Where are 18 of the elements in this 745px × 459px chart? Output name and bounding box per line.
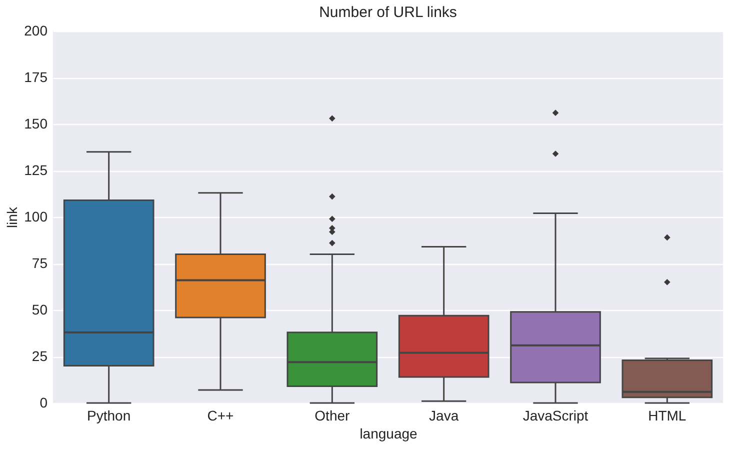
y-tick-label: 125 — [24, 162, 48, 178]
y-tick-label: 100 — [24, 208, 48, 224]
chart-title: Number of URL links — [319, 4, 457, 21]
x-tick-label: Python — [87, 408, 131, 424]
y-tick-label: 75 — [32, 255, 48, 271]
x-axis-title: language — [360, 426, 418, 442]
x-tick-label: HTML — [648, 408, 686, 424]
y-tick-label: 25 — [32, 348, 48, 364]
y-tick-label: 0 — [40, 394, 48, 410]
x-tick-label: Java — [429, 408, 459, 424]
y-tick-label: 50 — [32, 302, 48, 318]
y-tick-label: 175 — [24, 69, 48, 85]
y-axis-title: link — [4, 206, 20, 228]
x-tick-label: Other — [314, 408, 350, 424]
y-tick-label: 200 — [24, 22, 48, 38]
y-tick-label: 150 — [24, 116, 48, 132]
x-tick-label: C++ — [207, 408, 234, 424]
x-tick-label: JavaScript — [522, 408, 588, 424]
